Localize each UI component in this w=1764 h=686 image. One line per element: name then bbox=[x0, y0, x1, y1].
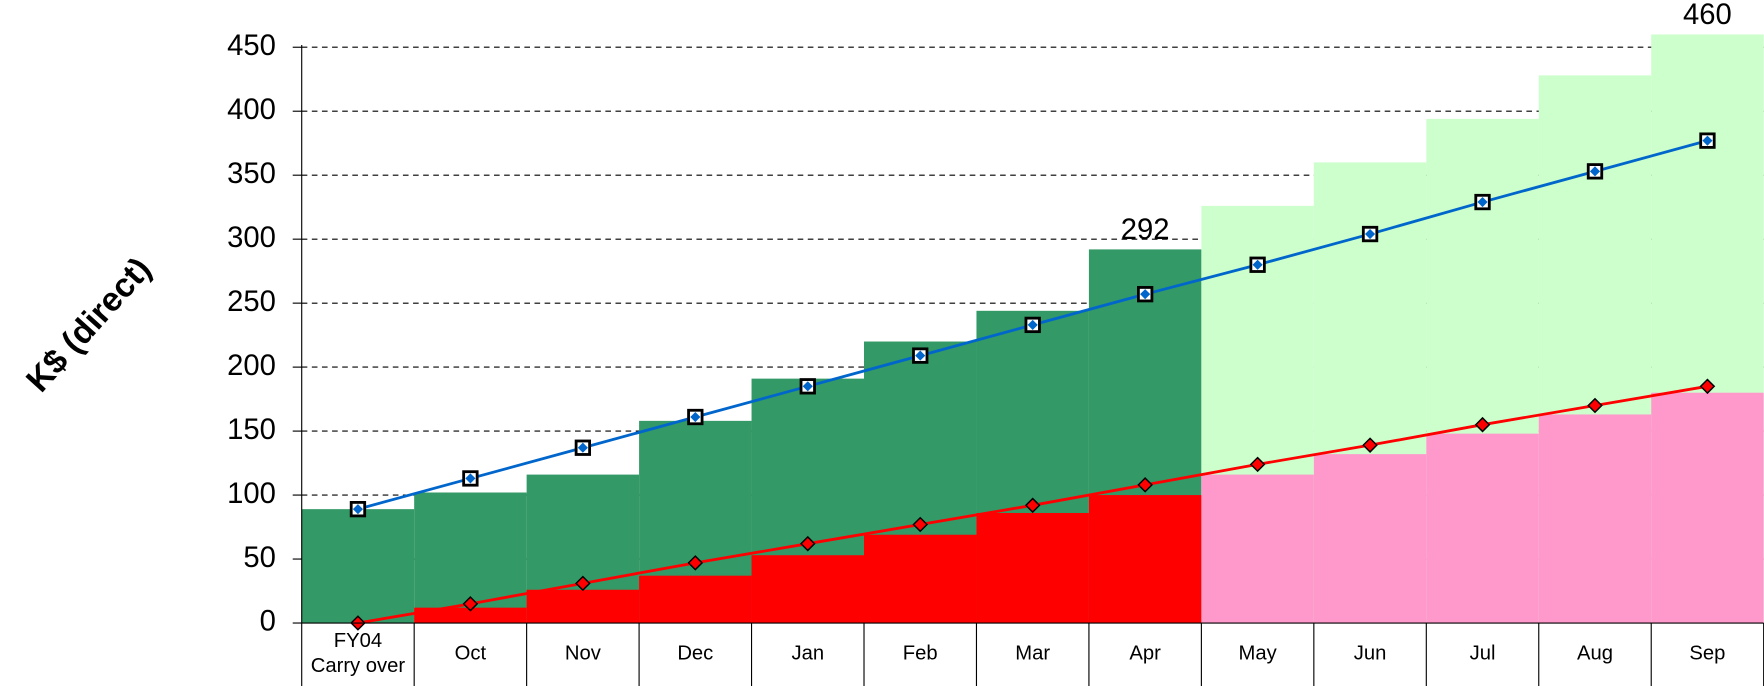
marker bbox=[1474, 193, 1491, 211]
step-bar bbox=[1088, 495, 1202, 624]
marker bbox=[1699, 132, 1716, 149]
step-bar bbox=[526, 589, 640, 624]
marker bbox=[912, 516, 929, 533]
marker bbox=[1586, 163, 1604, 180]
x-tick-label: Jun bbox=[1354, 643, 1387, 665]
y-tick-label: 200 bbox=[227, 350, 276, 382]
y-tick-label: 150 bbox=[227, 414, 276, 446]
marker bbox=[1024, 497, 1041, 514]
x-tick-label: Nov bbox=[565, 643, 602, 665]
marker-diamond bbox=[462, 596, 479, 612]
marker bbox=[1361, 225, 1379, 243]
marker-diamond bbox=[1587, 397, 1603, 414]
x-tick-label: Apr bbox=[1129, 643, 1161, 665]
x-tick-label: Mar bbox=[1015, 643, 1050, 665]
y-tick-label: 250 bbox=[227, 286, 276, 318]
step-bar bbox=[1313, 454, 1427, 624]
y-tick-label: 450 bbox=[227, 30, 276, 62]
x-tick-label: May bbox=[1238, 643, 1277, 665]
marker-diamond bbox=[799, 535, 816, 552]
x-tick-label: Dec bbox=[677, 643, 713, 665]
x-tick-label: Jul bbox=[1470, 643, 1496, 665]
marker bbox=[1362, 437, 1378, 453]
marker bbox=[349, 500, 367, 518]
marker bbox=[687, 555, 704, 571]
marker-diamond bbox=[912, 516, 929, 533]
marker-diamond bbox=[1140, 289, 1151, 300]
y-tick-label: 300 bbox=[227, 222, 276, 254]
step-bar bbox=[1651, 392, 1764, 624]
x-tick-label: Aug bbox=[1577, 643, 1613, 665]
step-bar bbox=[301, 509, 415, 624]
marker bbox=[462, 596, 479, 612]
step-bar bbox=[1538, 414, 1652, 624]
marker-diamond bbox=[915, 350, 926, 361]
x-tick-label: Oct bbox=[455, 643, 487, 665]
marker-diamond bbox=[1027, 319, 1038, 330]
marker bbox=[1137, 286, 1154, 303]
marker bbox=[799, 535, 816, 552]
marker bbox=[1587, 397, 1603, 414]
marker bbox=[462, 470, 479, 487]
marker-diamond bbox=[1137, 477, 1153, 493]
y-tick-label: 400 bbox=[227, 94, 276, 126]
step-bar bbox=[864, 534, 977, 624]
marker bbox=[912, 347, 929, 364]
marker-diamond bbox=[687, 555, 704, 571]
marker bbox=[1024, 316, 1041, 334]
step-bar bbox=[1426, 433, 1539, 624]
x-tick-label: Feb bbox=[903, 643, 938, 665]
marker-diamond bbox=[802, 381, 813, 392]
marker bbox=[799, 378, 816, 395]
step-bar bbox=[976, 512, 1089, 624]
marker bbox=[687, 408, 704, 426]
marker-diamond bbox=[690, 411, 701, 423]
marker bbox=[1137, 477, 1153, 493]
marker-diamond bbox=[575, 575, 591, 592]
x-tick-label: FY04 Carry over bbox=[311, 630, 406, 677]
y-axis-label: K$ (direct) bbox=[19, 250, 159, 399]
marker-diamond bbox=[1024, 497, 1041, 514]
marker bbox=[574, 439, 592, 456]
marker bbox=[575, 575, 591, 592]
step-bar bbox=[639, 575, 752, 624]
marker-diamond bbox=[577, 442, 588, 453]
y-tick-label: 0 bbox=[260, 606, 276, 638]
x-tick-label: Jan bbox=[791, 643, 824, 665]
marker bbox=[1249, 456, 1266, 473]
marker-diamond bbox=[465, 473, 476, 484]
step-bar bbox=[1201, 474, 1314, 624]
marker bbox=[1474, 416, 1491, 433]
y-tick-label: 350 bbox=[227, 158, 276, 190]
marker-diamond bbox=[1249, 456, 1266, 473]
x-tick-label: Sep bbox=[1689, 643, 1725, 665]
y-tick-label: 50 bbox=[243, 542, 276, 574]
marker-diamond bbox=[1362, 437, 1378, 453]
y-tick-label: 100 bbox=[227, 478, 276, 510]
step-bar bbox=[414, 607, 527, 624]
data-label: 292 bbox=[1121, 214, 1170, 246]
marker bbox=[1699, 378, 1716, 395]
marker-diamond bbox=[352, 504, 364, 515]
step-bar bbox=[751, 555, 865, 624]
marker-diamond bbox=[1699, 378, 1716, 395]
marker-diamond bbox=[1589, 166, 1601, 177]
marker bbox=[1249, 256, 1266, 273]
marker-diamond bbox=[1474, 416, 1491, 433]
data-label: 460 bbox=[1683, 0, 1732, 31]
marker-diamond bbox=[1702, 135, 1713, 146]
